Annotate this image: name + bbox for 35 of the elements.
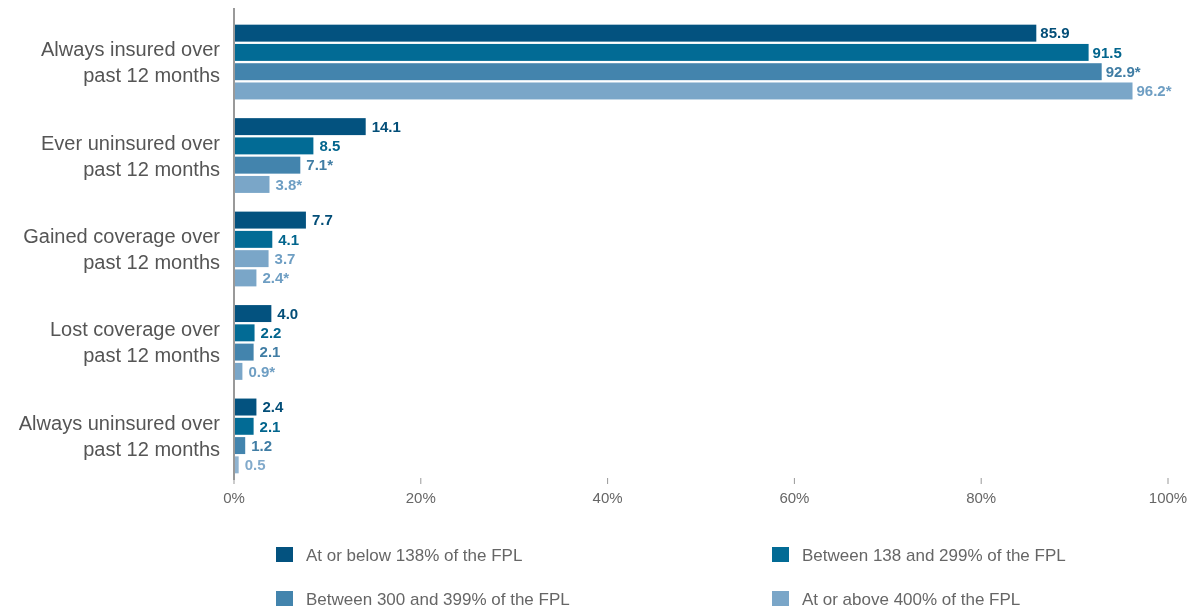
data-label: 4.0 bbox=[277, 304, 299, 322]
y-tick-label: Always uninsured over past 12 months bbox=[18, 411, 221, 460]
data-label: 8.5 bbox=[319, 137, 341, 155]
data-label: 3.7 bbox=[274, 249, 296, 267]
data-label: 3.8* bbox=[275, 175, 303, 193]
data-label: 7.7 bbox=[311, 211, 333, 229]
data-label: 85.9 bbox=[1040, 24, 1070, 42]
x-tick-label: 60% bbox=[779, 489, 810, 506]
data-label: 92.9* bbox=[1105, 62, 1141, 80]
legend-label: At or above 400% of the FPL bbox=[802, 589, 1021, 609]
data-label: 2.4* bbox=[262, 269, 290, 287]
data-label: 0.9* bbox=[248, 362, 276, 380]
x-tick-label: 100% bbox=[1148, 489, 1188, 506]
data-label: 14.1 bbox=[371, 117, 401, 135]
legend-label: Between 300 and 399% of the FPL bbox=[306, 589, 570, 609]
y-tick-label: Always insured over past 12 months bbox=[41, 38, 221, 87]
data-label: 96.2* bbox=[1136, 82, 1172, 100]
data-label: 2.4 bbox=[262, 398, 284, 416]
x-tick-label: 0% bbox=[223, 489, 245, 506]
y-tick-label: Gained coverage over past 12 months bbox=[23, 225, 221, 273]
legend-label: Between 138 and 299% of the FPL bbox=[802, 545, 1066, 565]
data-label: 4.1 bbox=[278, 230, 300, 248]
legend-label: At or below 138% of the FPL bbox=[306, 545, 523, 565]
data-label: 2.2 bbox=[260, 324, 282, 342]
y-tick-label: Lost coverage over past 12 months bbox=[49, 318, 221, 367]
data-label: 0.5 bbox=[244, 456, 266, 474]
data-label: 91.5 bbox=[1092, 43, 1122, 61]
y-tick-label: Ever uninsured over past 12 months bbox=[41, 131, 221, 180]
data-label: 1.2 bbox=[251, 436, 273, 454]
x-tick-label: 80% bbox=[966, 489, 997, 506]
data-label: 2.1 bbox=[259, 343, 281, 361]
x-tick-label: 40% bbox=[592, 489, 623, 506]
data-label: 7.1* bbox=[306, 156, 334, 174]
data-label: 2.1 bbox=[259, 417, 281, 435]
x-tick-label: 20% bbox=[405, 489, 436, 506]
